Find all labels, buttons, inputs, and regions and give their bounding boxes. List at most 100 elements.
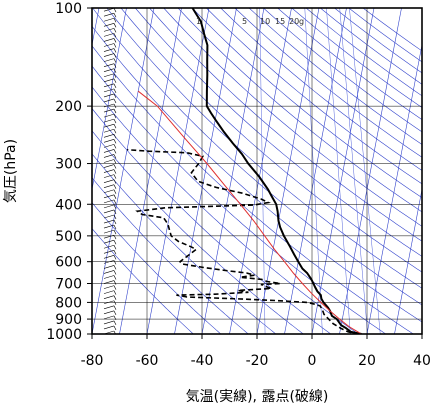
wind-barb bbox=[103, 128, 115, 133]
dry-adiabat-line bbox=[92, 108, 332, 334]
wind-barb bbox=[103, 58, 115, 62]
wind-barb bbox=[113, 58, 117, 63]
y-axis-label: 気圧(hPa) bbox=[3, 139, 19, 203]
x-tick-label: 20 bbox=[358, 353, 376, 369]
y-tick-label: 800 bbox=[55, 295, 82, 311]
wind-barb bbox=[113, 169, 117, 174]
wind-barb bbox=[103, 103, 115, 108]
wind-barb bbox=[103, 320, 115, 325]
wind-barb bbox=[113, 139, 117, 144]
x-tick-label: -40 bbox=[191, 353, 214, 369]
wind-barb bbox=[113, 43, 117, 48]
isotherm-line bbox=[92, 8, 127, 192]
wind-barb bbox=[113, 330, 116, 334]
wind-barb bbox=[113, 320, 117, 326]
y-tick-label: 700 bbox=[55, 277, 82, 293]
wind-barb bbox=[113, 245, 117, 250]
x-tick-label: -20 bbox=[246, 353, 269, 369]
wind-barb bbox=[113, 18, 117, 23]
wind-barb bbox=[103, 325, 115, 330]
wind-barb bbox=[103, 88, 115, 93]
wind-barb bbox=[113, 280, 117, 285]
wind-barb bbox=[113, 255, 117, 260]
wind-barb bbox=[113, 265, 117, 270]
wind-barb bbox=[113, 103, 117, 109]
wind-barb bbox=[103, 78, 115, 83]
wind-barb bbox=[113, 93, 117, 99]
wind-barb bbox=[103, 17, 115, 22]
wind-barb bbox=[113, 113, 117, 119]
isotherm-line bbox=[339, 8, 402, 334]
wind-barb bbox=[103, 285, 115, 289]
dry-adiabat-line bbox=[92, 153, 277, 334]
dry-adiabat-line bbox=[177, 8, 422, 213]
wind-barb bbox=[103, 53, 115, 57]
wind-barb bbox=[103, 154, 115, 158]
mixing-ratio-label: 1 bbox=[196, 17, 201, 26]
wind-barb bbox=[103, 169, 115, 173]
wind-barb bbox=[103, 310, 115, 315]
isotherm-line bbox=[119, 8, 182, 334]
wind-barb bbox=[113, 149, 117, 154]
wind-barb bbox=[113, 285, 117, 290]
y-tick-label: 100 bbox=[55, 1, 82, 17]
wind-barb bbox=[113, 325, 117, 331]
wind-barb bbox=[113, 108, 117, 114]
wind-barb bbox=[113, 290, 117, 295]
wind-barb bbox=[103, 184, 115, 189]
wind-barb bbox=[113, 83, 117, 88]
mixing-ratio-line bbox=[259, 8, 266, 334]
wind-barb bbox=[103, 144, 115, 148]
wind-barb bbox=[103, 260, 115, 264]
wind-barb bbox=[113, 78, 117, 83]
series-line-2 bbox=[137, 90, 362, 334]
mixing-ratio-label: 20 bbox=[289, 17, 299, 26]
wind-barb bbox=[113, 315, 117, 321]
wind-barb bbox=[113, 194, 117, 199]
wind-barb bbox=[103, 164, 115, 168]
wind-barb bbox=[103, 38, 115, 42]
wind-barb bbox=[113, 119, 117, 124]
wind-barb bbox=[113, 204, 117, 210]
wind-barb bbox=[103, 118, 115, 123]
wind-barb bbox=[103, 229, 115, 234]
wind-barbs bbox=[103, 8, 117, 334]
wind-barb bbox=[103, 265, 115, 269]
wind-barb bbox=[103, 199, 115, 204]
wind-barb bbox=[103, 255, 115, 259]
wind-barb bbox=[113, 295, 117, 300]
wind-barb bbox=[103, 224, 115, 229]
dry-adiabat-line bbox=[120, 8, 422, 273]
wind-barb bbox=[113, 184, 117, 189]
wind-barb bbox=[103, 23, 115, 27]
x-tick-label: -80 bbox=[81, 353, 104, 369]
wind-barb bbox=[103, 149, 115, 153]
wind-barb bbox=[113, 199, 117, 204]
wind-barb bbox=[113, 73, 117, 78]
wind-barb bbox=[113, 219, 117, 225]
wind-barb bbox=[113, 68, 117, 73]
isotherm-lines bbox=[92, 8, 422, 334]
dry-adiabat-line bbox=[92, 202, 222, 334]
profile-series bbox=[127, 8, 362, 334]
wind-barb bbox=[113, 48, 117, 53]
dry-adiabat-line bbox=[234, 8, 422, 158]
wind-barb bbox=[103, 179, 115, 183]
wind-barb bbox=[103, 214, 115, 219]
dry-adiabat-line bbox=[149, 8, 422, 242]
wind-barb bbox=[103, 270, 115, 274]
wind-barb bbox=[103, 33, 115, 37]
dry-adiabat-line bbox=[206, 8, 422, 185]
mixing-ratio-line bbox=[304, 8, 323, 334]
dry-adiabat-line bbox=[92, 177, 249, 334]
dry-adiabat-lines bbox=[92, 8, 422, 334]
wind-barb bbox=[113, 235, 117, 240]
y-tick-label: 500 bbox=[55, 229, 82, 245]
dry-adiabat-line bbox=[291, 8, 422, 108]
wind-barb bbox=[113, 23, 117, 28]
mixing-ratio-label: 15 bbox=[275, 17, 285, 26]
wind-barb bbox=[113, 305, 117, 310]
wind-barb bbox=[103, 98, 115, 103]
